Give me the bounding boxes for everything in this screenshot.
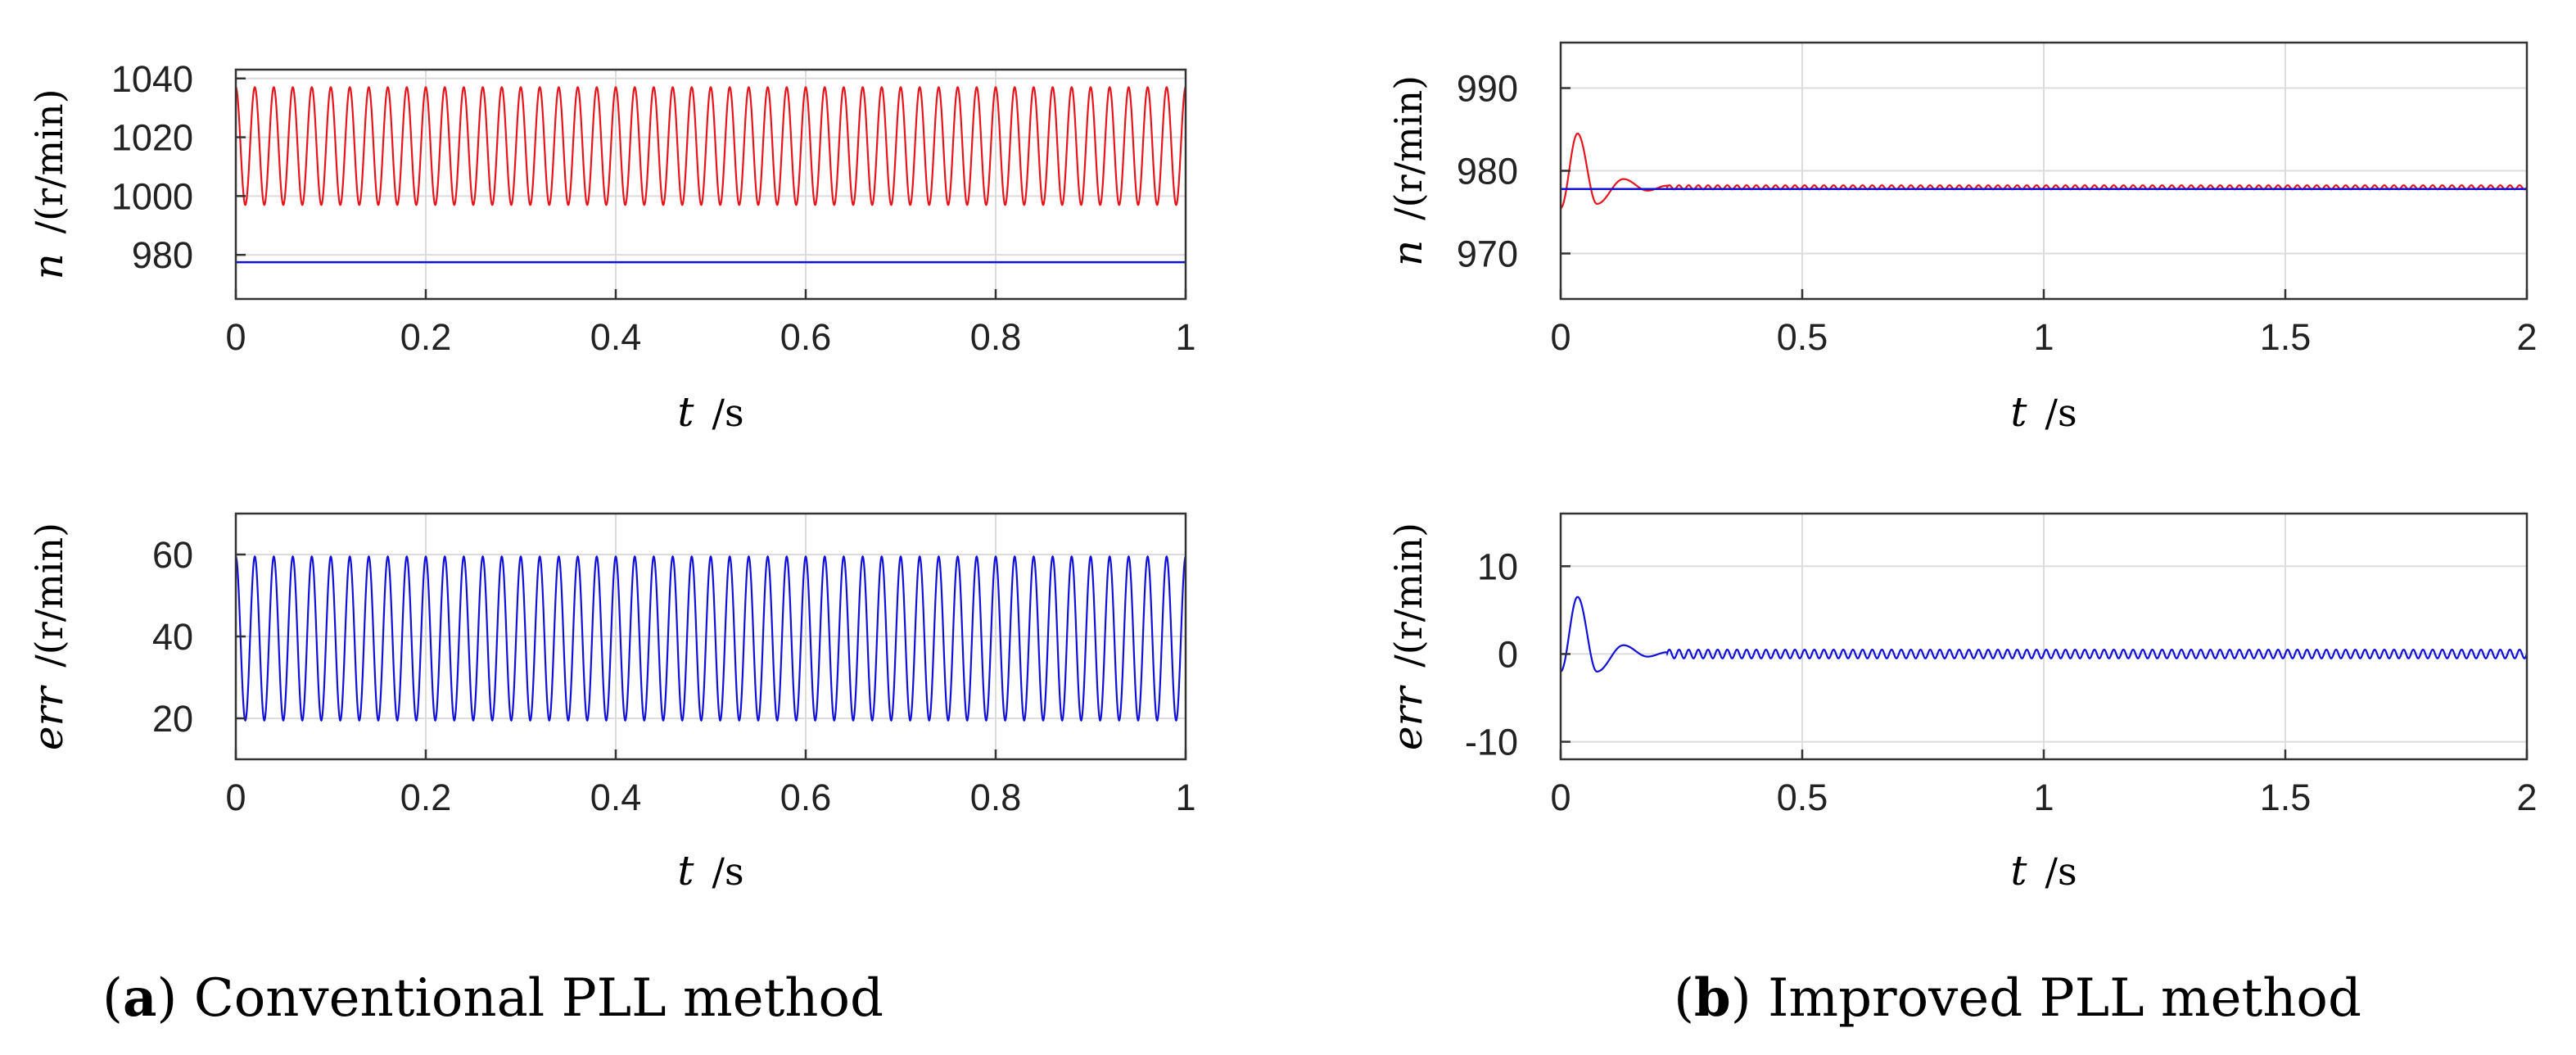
y-axis-unit: /(r/min) [1386, 523, 1430, 668]
y-axis-unit: /(r/min) [27, 523, 71, 668]
x-tick-label-5: 1 [1175, 777, 1195, 818]
y-axis-label: err /(r/min) [1384, 523, 1431, 750]
x-axis-symbol: t [677, 388, 694, 436]
y-axis-unit: /(r/min) [1386, 75, 1430, 220]
y-axis-label: n /(r/min) [1384, 75, 1431, 266]
y-axis-label: err /(r/min) [25, 523, 72, 750]
x-tick-label-4: 2 [2516, 316, 2537, 358]
x-tick-label-2: 1 [2033, 777, 2054, 818]
y-tick-label-0: 980 [132, 234, 193, 276]
y-tick-label-1: 980 [1457, 151, 1518, 192]
x-tick-label-4: 2 [2516, 777, 2537, 818]
x-tick-label-2: 0.4 [590, 777, 642, 818]
caption-a-letter: a [123, 967, 156, 1029]
x-tick-label-1: 0.2 [400, 777, 452, 818]
x-axis-symbol: t [2010, 847, 2027, 894]
x-tick-label-0: 0 [225, 316, 246, 358]
x-tick-label-3: 1.5 [2260, 316, 2312, 358]
y-axis-symbol: n [25, 253, 72, 279]
caption-a: (a) Conventional PLL method [102, 967, 884, 1029]
x-axis-label: t/s [2010, 388, 2077, 436]
x-tick-label-4: 0.8 [970, 316, 1022, 358]
x-tick-label-2: 1 [2033, 316, 2054, 358]
y-tick-label-1: 1000 [111, 175, 193, 217]
x-tick-label-5: 1 [1175, 316, 1195, 358]
x-tick-label-3: 1.5 [2260, 777, 2312, 818]
x-axis-unit: /s [2045, 849, 2077, 894]
chart-a-top: 0 0.2 0.4 0.6 0.8 1 980 1000 1020 1040 t/s n /(r/min… [25, 58, 1196, 436]
y-tick-label-2: 1020 [111, 117, 193, 159]
x-axis-unit: /s [2045, 391, 2077, 435]
x-tick-label-3: 0.6 [780, 777, 832, 818]
x-axis-unit: /s [712, 849, 743, 894]
caption-b-letter: b [1694, 967, 1731, 1029]
y-axis-label: n /(r/min) [25, 88, 72, 279]
x-axis-label: t/s [677, 388, 743, 436]
x-tick-label-3: 0.6 [780, 316, 832, 358]
x-tick-label-2: 0.4 [590, 316, 642, 358]
y-tick-label-3: 1040 [111, 58, 193, 100]
series-0-line [235, 86, 1186, 206]
x-tick-label-1: 0.5 [1777, 316, 1828, 358]
caption-b: (b) Improved PLL method [1674, 967, 2361, 1029]
series-0-line [235, 555, 1186, 722]
plot-frame [234, 68, 1187, 301]
y-tick-label-1: 0 [1498, 633, 1518, 675]
y-tick-label-1: 40 [152, 616, 193, 658]
y-axis-unit: /(r/min) [27, 88, 71, 233]
chart-b-top: 0 0.5 1 1.5 2 970 980 990 t/s n /(r/min) [1384, 41, 2538, 436]
x-tick-label-0: 0 [225, 777, 246, 818]
x-tick-label-0: 0 [1550, 777, 1570, 818]
chart-a-bottom: 0 0.2 0.4 0.6 0.8 1 20 40 60 t/s err /(r/min) [25, 512, 1196, 894]
x-tick-label-1: 0.5 [1777, 777, 1828, 818]
y-tick-label-2: 60 [152, 534, 193, 576]
y-axis-symbol: n [1384, 240, 1431, 266]
x-axis-symbol: t [677, 847, 694, 894]
chart-b-bottom: 0 0.5 1 1.5 2 -10 0 10 t/s err /(r/min) [1384, 512, 2538, 894]
y-tick-label-2: 10 [1477, 546, 1518, 587]
y-tick-label-0: -10 [1465, 722, 1518, 763]
x-tick-label-4: 0.8 [970, 777, 1022, 818]
x-axis-unit: /s [712, 391, 743, 435]
caption-b-title: Improved PLL method [1768, 968, 2361, 1029]
y-axis-symbol: err [1384, 685, 1431, 750]
y-tick-label-0: 970 [1457, 233, 1518, 274]
y-tick-label-0: 20 [152, 698, 193, 740]
x-axis-label: t/s [677, 847, 743, 894]
caption-a-title: Conventional PLL method [194, 968, 884, 1029]
x-axis-label: t/s [2010, 847, 2077, 894]
x-tick-label-1: 0.2 [400, 316, 452, 358]
x-tick-label-0: 0 [1550, 316, 1570, 358]
y-axis-symbol: err [25, 685, 72, 750]
series-0-line [1560, 595, 2529, 672]
y-tick-label-2: 990 [1457, 68, 1518, 110]
x-axis-symbol: t [2010, 388, 2027, 436]
